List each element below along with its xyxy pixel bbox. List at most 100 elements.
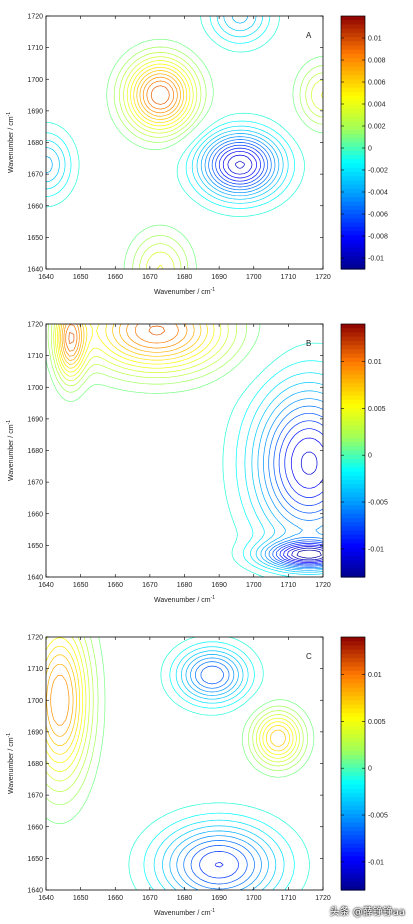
contour-level: [46, 637, 297, 772]
contour-level: [139, 73, 181, 117]
contour-level: [146, 80, 175, 110]
contour-level: [162, 650, 277, 890]
contour-lines: [46, 637, 315, 890]
y-axis-label: Wavenumber / cm-1: [6, 420, 15, 481]
colorbar-tick-label: 0.01: [368, 672, 382, 679]
contour-level: [118, 52, 323, 269]
contour-level: [47, 324, 247, 393]
contour-level: [46, 637, 315, 824]
x-tick-label: 1700: [246, 582, 262, 589]
contour-level: [222, 342, 323, 577]
y-tick-label: 1650: [27, 543, 43, 550]
contour-level: [55, 324, 222, 377]
chart-panel-c: 1640 1650 1660 1670 1680 1690 1700 1710 1720 1640…: [6, 635, 388, 918]
colorbar-tick-label: -0.008: [368, 234, 388, 241]
x-axis-label: Wavenumber / cm-1: [154, 287, 215, 296]
colorbar-tick-label: 0.008: [368, 58, 386, 65]
contour-level: [56, 324, 215, 373]
contour-level: [218, 147, 261, 182]
contour-level: [63, 324, 188, 357]
panel-label: A: [306, 31, 312, 40]
x-tick-label: 1680: [177, 582, 193, 589]
contour-level: [222, 150, 258, 179]
x-tick-label: 1680: [177, 274, 193, 281]
contour-level: [46, 16, 284, 200]
contour-level: [296, 549, 322, 559]
contour-level: [133, 66, 188, 124]
y-tick-label: 1680: [27, 761, 43, 768]
contour-level: [142, 76, 178, 114]
y-tick-label: 1640: [27, 575, 43, 582]
colorbar-tick-label: 0: [368, 453, 372, 460]
colorbar-tick-label: -0.005: [368, 813, 388, 820]
y-tick-label: 1660: [27, 203, 43, 210]
chart-panel-b: 1640 1650 1660 1670 1680 1690 1700 1710 1720 1640…: [6, 322, 388, 605]
x-tick-label: 1640: [38, 895, 54, 902]
y-tick-label: 1650: [27, 856, 43, 863]
x-tick-label: 1700: [246, 895, 262, 902]
contour-level: [46, 637, 309, 806]
y-axis-label: Wavenumber / cm-1: [6, 112, 15, 173]
x-tick-label: 1680: [177, 895, 193, 902]
x-tick-label: 1710: [281, 582, 297, 589]
colorbar: 0.01 0.005 0 -0.005 -0.01: [340, 636, 388, 891]
y-tick-label: 1690: [27, 108, 43, 115]
y-tick-label: 1640: [27, 267, 43, 274]
x-tick-label: 1650: [73, 274, 89, 281]
contour-level: [46, 16, 289, 204]
contour-level: [235, 360, 323, 577]
y-tick-label: 1670: [27, 480, 43, 487]
contour-level: [58, 324, 208, 369]
contour-level: [211, 142, 269, 188]
contour-level: [272, 412, 323, 567]
y-axis-label: Wavenumber / cm-1: [6, 733, 15, 794]
y-tick-label: 1710: [27, 45, 43, 52]
y-tick-label: 1720: [27, 322, 43, 329]
colorbar-tick-label: -0.01: [368, 859, 384, 866]
colorbar-tick-label: 0.004: [368, 102, 386, 109]
contour-level: [46, 637, 294, 764]
contour-level: [136, 70, 185, 120]
contour-level: [60, 324, 202, 365]
x-axis-label: Wavenumber / cm-1: [154, 908, 215, 917]
y-tick-label: 1670: [27, 793, 43, 800]
y-tick-label: 1640: [27, 888, 43, 895]
contour-level: [190, 665, 248, 885]
colorbar-tick-label: 0.01: [368, 359, 382, 366]
contour-level: [263, 398, 323, 570]
x-tick-label: 1710: [281, 895, 297, 902]
contour-level: [208, 139, 272, 191]
contour-level: [50, 324, 237, 387]
colorbar: 0.01 0.005 0 -0.005 -0.01: [340, 323, 388, 578]
colorbar-tick-label: 0.002: [368, 124, 386, 131]
x-tick-label: 1660: [107, 274, 123, 281]
contour-level: [46, 645, 291, 755]
contour-level: [275, 420, 323, 566]
watermark: 头条 @薛铮铮aa: [329, 907, 405, 918]
x-tick-label: 1670: [142, 274, 158, 281]
panel-label: C: [306, 652, 312, 661]
colorbar-tick-label: -0.01: [368, 256, 384, 263]
contour-level: [291, 547, 323, 561]
y-tick-label: 1650: [27, 235, 43, 242]
contour-level: [204, 136, 276, 194]
colorbar-tick-label: 0: [368, 146, 372, 153]
x-tick-label: 1650: [73, 895, 89, 902]
x-tick-label: 1670: [142, 582, 158, 589]
contour-level: [123, 56, 323, 269]
colorbar: 0.01 0.008 0.006 0.004 0.002 0 -0.002 -0.004 -0.…: [340, 15, 388, 270]
y-tick-label: 1680: [27, 448, 43, 455]
x-tick-label: 1660: [107, 895, 123, 902]
y-tick-label: 1670: [27, 172, 43, 179]
contour-level: [46, 637, 304, 792]
contour-level: [113, 46, 323, 269]
y-tick-label: 1700: [27, 698, 43, 705]
y-tick-label: 1710: [27, 353, 43, 360]
y-tick-label: 1700: [27, 385, 43, 392]
contour-level: [46, 654, 286, 747]
colorbar-tick-label: 0: [368, 766, 372, 773]
contour-level: [143, 641, 295, 890]
contour-level: [153, 646, 285, 890]
colorbar-tick-label: -0.005: [368, 500, 388, 507]
contour-level: [283, 437, 323, 563]
